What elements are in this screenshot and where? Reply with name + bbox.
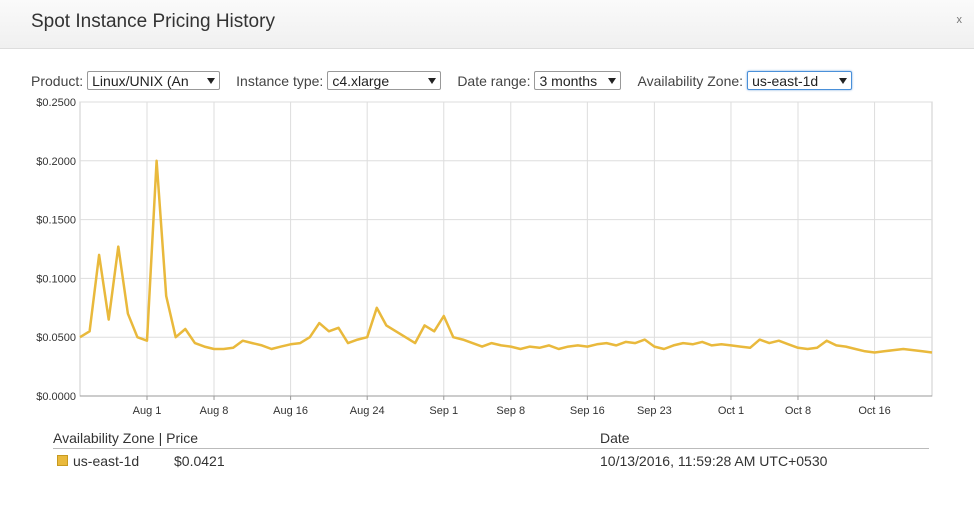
date-cell: 10/13/2016, 11:59:28 AM UTC+0530: [600, 453, 828, 469]
control-label: Product:: [31, 72, 84, 89]
price-table: Availability Zone | Price Date us-east-1…: [53, 428, 929, 471]
dropdown[interactable]: us-east-1d: [747, 71, 853, 90]
dropdown[interactable]: c4.xlarge: [327, 71, 442, 90]
x-tick-label: Sep 8: [496, 405, 525, 417]
price-cell: $0.0421: [174, 453, 225, 469]
close-button[interactable]: x: [956, 14, 963, 26]
plot-area: [79, 101, 933, 397]
y-tick-label: $0.1500: [36, 215, 76, 227]
table-header: Availability Zone | Price Date: [53, 428, 929, 449]
zone-cell: us-east-1d: [73, 453, 140, 469]
x-tick-label: Aug 24: [350, 405, 385, 417]
column-header: Availability Zone | Price: [53, 430, 198, 446]
controls: Product: Linux/UNIX (An Instance type: c4.x…: [31, 71, 868, 90]
x-tick-label: Aug 8: [200, 405, 229, 417]
x-tick-label: Aug 16: [273, 405, 308, 417]
y-tick-label: $0.0500: [36, 332, 76, 344]
price-line: [79, 159, 933, 354]
dropdown-value: c4.xlarge: [332, 72, 390, 89]
control-label: Instance type:: [236, 72, 324, 89]
dropdown-arrow: [608, 77, 617, 84]
table-row: us-east-1d $0.0421 10/13/2016, 11:59:28 …: [53, 449, 929, 471]
column-header: Date: [600, 430, 630, 446]
dropdown-arrow: [839, 77, 848, 84]
dropdown-value: Linux/UNIX (An: [92, 72, 189, 89]
y-tick-label: $0.0000: [36, 391, 76, 403]
legend-swatch: [57, 455, 68, 466]
x-tick-label: Sep 16: [570, 405, 605, 417]
modal-header: Spot Instance Pricing History x: [0, 0, 974, 49]
y-tick-label: $0.1000: [36, 273, 76, 285]
dropdown-arrow: [207, 77, 216, 84]
dropdown[interactable]: 3 months: [534, 71, 622, 90]
x-tick-label: Oct 8: [785, 405, 811, 417]
x-tick-label: Sep 1: [429, 405, 458, 417]
dropdown[interactable]: Linux/UNIX (An: [87, 71, 221, 90]
x-tick-label: Sep 23: [637, 405, 672, 417]
chart: $0.0000 $0.0500 $0.1000 $0.1500 $0.2000 $0.25…: [36, 97, 933, 417]
x-tick-label: Aug 1: [133, 405, 162, 417]
x-tick-label: Oct 1: [718, 405, 744, 417]
control-label: Availability Zone:: [637, 72, 744, 89]
dropdown-value: 3 months: [539, 72, 598, 89]
modal-title: Spot Instance Pricing History: [31, 11, 275, 32]
dropdown-arrow: [428, 77, 437, 84]
y-tick-label: $0.2000: [36, 156, 76, 168]
dropdown-value: us-east-1d: [752, 72, 819, 89]
x-tick-label: Oct 16: [858, 405, 890, 417]
y-tick-label: $0.2500: [36, 97, 76, 109]
control-label: Date range:: [457, 72, 531, 89]
